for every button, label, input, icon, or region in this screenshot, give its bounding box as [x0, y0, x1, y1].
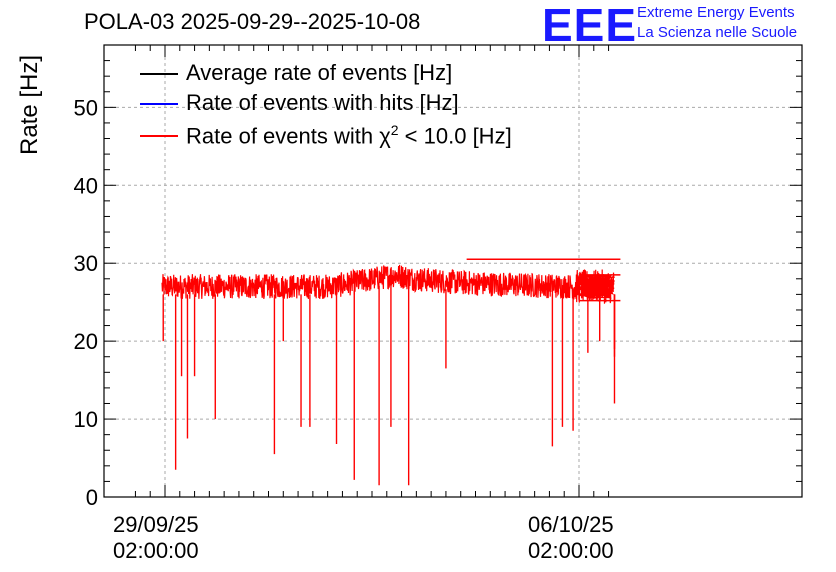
legend-label-hits: Rate of events with hits [Hz]	[186, 90, 459, 115]
legend-label-chi2: Rate of events with χ2 < 10.0 [Hz]	[186, 122, 512, 149]
logo-subtitle-1: Extreme Energy Events	[637, 4, 795, 21]
x-tick-date-2: 06/10/25	[528, 512, 614, 537]
legend-label-average: Average rate of events [Hz]	[186, 60, 453, 85]
eee-logo: EEE	[542, 0, 638, 51]
x-tick-time-1: 02:00:00	[113, 538, 199, 563]
x-tick-label-2: 06/10/25 02:00:00	[528, 512, 614, 564]
y-tick-label: 10	[74, 407, 98, 432]
y-tick-label: 0	[86, 485, 98, 510]
legend-swatch-chi2	[140, 135, 178, 137]
x-tick-time-2: 02:00:00	[528, 538, 614, 563]
legend-swatch-hits	[140, 103, 178, 105]
y-tick-label: 20	[74, 329, 98, 354]
y-tick-label: 40	[74, 173, 98, 198]
legend-swatch-average	[140, 73, 178, 75]
plot-frame	[103, 44, 803, 498]
logo-subtitle-2: La Scienza nelle Scuole	[637, 24, 798, 41]
legend-label-chi2-post: < 10.0 [Hz]	[398, 123, 512, 149]
x-tick-date-1: 29/09/25	[113, 512, 199, 537]
series-line-chi2	[161, 264, 615, 304]
chart-title: POLA-03 2025-09-29--2025-10-08	[84, 9, 421, 34]
legend-label-chi2-sup: 2	[390, 122, 399, 138]
x-tick-label-1: 29/09/25 02:00:00	[113, 512, 199, 564]
y-axis-label: Rate [Hz]	[16, 54, 43, 156]
y-tick-label: 30	[74, 251, 98, 276]
legend-label-chi2-pre: Rate of events with χ	[186, 123, 391, 149]
y-tick-label: 50	[74, 95, 98, 120]
